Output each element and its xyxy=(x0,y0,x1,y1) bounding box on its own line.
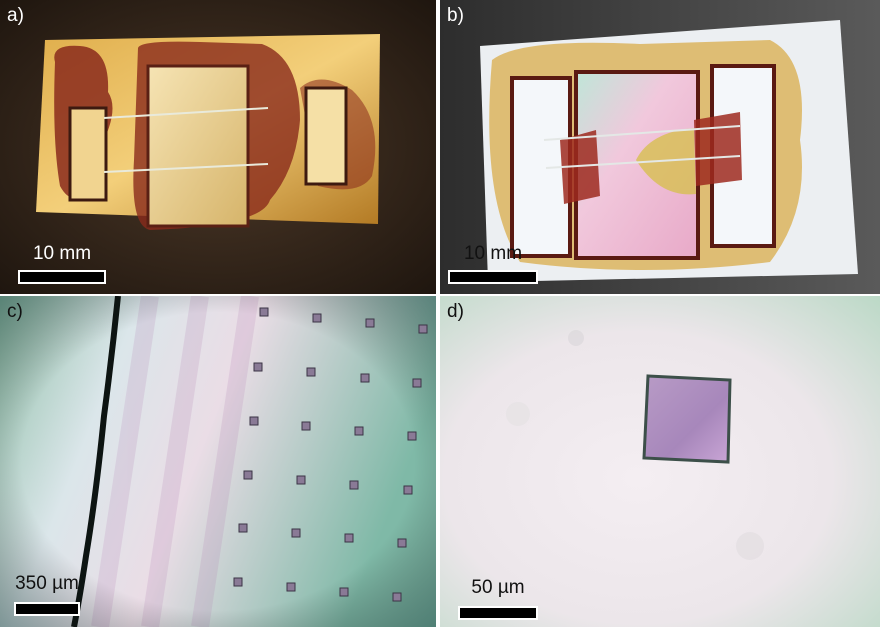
panel-b-photo xyxy=(440,0,880,294)
panel-d-photo xyxy=(440,296,880,627)
panel-c-scale-bar: 350 µm xyxy=(14,574,80,616)
panel-c: c) 350 µm xyxy=(0,296,436,627)
panel-c-photo xyxy=(0,296,436,627)
panel-d-label: d) xyxy=(447,301,464,322)
panel-b-scale-text: 10 mm xyxy=(463,243,523,264)
panel-b-label: b) xyxy=(447,5,464,26)
panel-a-scale-bar-rect xyxy=(18,270,106,284)
panel-c-scale-bar-rect xyxy=(14,602,80,616)
panel-d-scale-bar-rect xyxy=(458,606,538,620)
panel-b-scale-bar-rect xyxy=(448,270,538,284)
panel-a: a) 10 mm xyxy=(0,0,436,294)
panel-d-scale-text: 50 µm xyxy=(471,577,525,598)
panel-c-scale-text: 350 µm xyxy=(15,573,79,594)
panel-a-photo xyxy=(0,0,436,294)
panel-b-scale-bar: 10 mm xyxy=(448,244,538,284)
panel-c-label: c) xyxy=(7,301,23,322)
panel-d: d) 50 µm xyxy=(440,296,880,627)
panel-b: b) 10 mm xyxy=(440,0,880,294)
panel-a-scale-bar: 10 mm xyxy=(18,244,106,284)
panel-d-scale-bar: 50 µm xyxy=(458,578,538,620)
panel-a-label: a) xyxy=(7,5,24,26)
panel-a-scale-text: 10 mm xyxy=(32,243,92,264)
